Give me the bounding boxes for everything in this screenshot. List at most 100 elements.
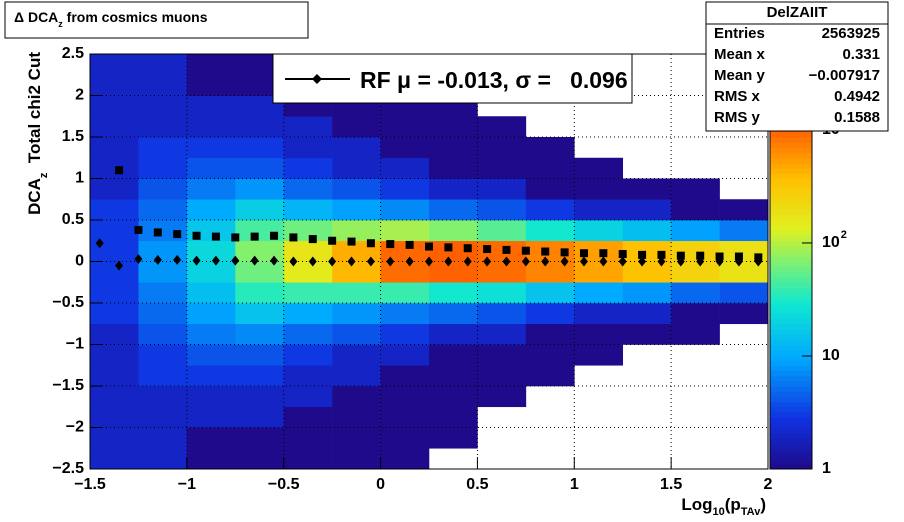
heat-cell [380,303,430,325]
colorbar-segment [770,391,812,397]
heat-cell [429,386,478,408]
heat-cell [283,365,333,387]
heat-cell [90,178,139,200]
heat-cell [525,365,575,387]
colorbar-segment [770,303,812,309]
diamond-marker [638,256,647,267]
heat-cell [283,427,333,449]
heat-cell [283,137,333,159]
heat-cell [429,178,478,200]
heat-cell [477,261,527,283]
x-tick-label: −1.5 [74,476,106,493]
stats-title: DelZAIIT [767,4,828,21]
heat-cell [380,282,430,304]
heat-cell [235,95,285,117]
heat-cell [671,303,720,325]
colorbar-segment [770,204,812,211]
x-tick-label: 2 [764,476,773,493]
colorbar-segment [770,328,812,335]
heat-cell [138,365,188,387]
heat-cell [332,261,381,283]
heat-cell [671,220,720,242]
heat-cell [429,323,478,345]
heat-cell [90,365,139,387]
heat-cell [719,282,769,304]
diamond-marker [560,256,569,267]
colorbar-segment [770,308,812,314]
heat-cell [283,303,333,325]
heat-cell [380,323,430,345]
heat-cell [429,116,478,138]
heat-cell [235,261,285,283]
heat-cell [90,282,139,304]
heat-cell [429,199,478,221]
colorbar-segment [770,297,812,304]
heat-cell [283,178,333,200]
diamond-marker [211,255,220,266]
heat-cell [283,282,333,304]
heat-cell [429,261,478,283]
heat-cell [429,157,478,179]
diamond-marker [386,256,395,267]
square-marker [618,250,627,259]
diamond-marker [95,238,104,249]
heat-cell [574,178,624,200]
stats-label: Entries [714,25,765,42]
colorbar-segment [770,448,812,454]
y-tick-label: −2 [66,419,84,436]
heat-cell [186,261,236,283]
stats-value: 2563925 [822,25,880,42]
colorbar-segment [770,214,812,221]
heat-cell [429,137,478,159]
colorbar-segment [770,339,812,345]
heat-cell [477,365,527,387]
heat-cell [138,282,188,304]
x-tick-label: 0.5 [466,476,488,493]
heat-cell [186,386,236,408]
diamond-marker [754,256,763,267]
heat-cell [186,157,236,179]
heat-cell [235,178,285,200]
square-marker [405,240,414,249]
diamond-marker [192,255,201,266]
heat-cell [574,199,624,221]
heat-cell [138,386,188,408]
colorbar-segment [770,137,812,143]
heat-cell [671,282,720,304]
colorbar-segment [770,453,812,460]
heat-cell [332,137,381,159]
colorbar-segment [770,168,812,174]
heat-cell [477,282,527,304]
heat-cell [186,240,236,262]
heat-cell [671,178,720,200]
colorbar-segment [770,380,812,387]
heat-cell [622,199,672,221]
colorbar-segment [770,131,812,138]
y-tick-label: 0.5 [62,211,84,228]
heat-cell [477,303,527,325]
heat-cell [380,365,430,387]
colorbar-segment [770,370,812,377]
colorbar-segment [770,417,812,423]
y-axis-label: DCAz Total chi2 Cut [25,52,49,215]
x-tick-label: −1 [178,476,196,493]
heat-cell [574,323,624,345]
colorbar-segment [770,183,812,190]
colorbar-segment [770,162,812,169]
colorbar-segment [770,360,812,366]
heat-cell [380,199,430,221]
stats-value: 0.1588 [834,109,880,126]
heat-cell [429,427,478,449]
diamond-marker [502,256,511,267]
heat-cell [235,386,285,408]
x-tick-label: 0 [376,476,385,493]
heat-cell [332,220,381,242]
heat-cell [671,323,720,345]
chart-title: Δ DCAz from cosmics muons [14,9,208,30]
heat-cell [719,199,769,221]
diamond-marker [289,256,298,267]
heat-cell [90,427,139,449]
diamond-marker [599,256,608,267]
heat-cell [186,116,236,138]
